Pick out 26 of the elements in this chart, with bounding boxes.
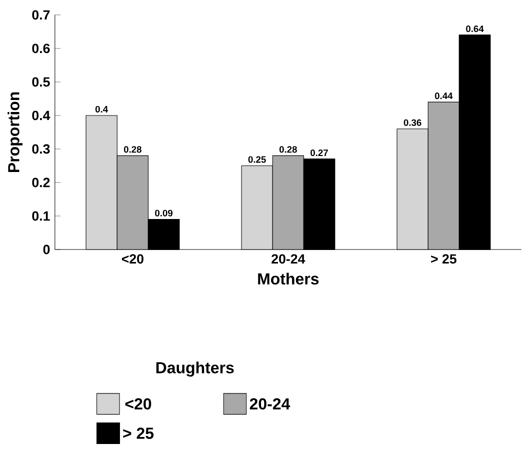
y-tick-label: 0.7: [32, 10, 50, 20]
data-label: 0.44: [434, 92, 453, 100]
data-label: 0.09: [155, 210, 172, 216]
y-tick-label: 0.6: [32, 44, 50, 54]
data-label: 0.64: [466, 26, 484, 32]
data-label: 0.28: [124, 146, 142, 153]
data-label: 0.36: [404, 119, 422, 126]
legend-label: > 25: [123, 428, 154, 439]
data-label: 0.27: [310, 150, 328, 156]
legend-label: 20-24: [250, 398, 290, 410]
data-label: 0.25: [248, 156, 266, 163]
legend-label: <20: [125, 398, 152, 410]
legend-title: Daughters: [156, 362, 234, 377]
x-tick-label: > 25: [431, 254, 456, 264]
x-axis-title: Mothers: [258, 272, 319, 285]
data-label: 0.4: [95, 106, 108, 113]
data-label: 0.28: [279, 146, 297, 153]
y-axis-title: Proportion: [8, 92, 23, 172]
x-tick-label: <20: [122, 254, 144, 264]
x-tick-label: 20-24: [272, 254, 306, 264]
y-tick-label: 0.2: [32, 178, 50, 188]
y-tick-label: 0.1: [32, 211, 50, 221]
y-tick-label: 0.4: [32, 110, 50, 120]
y-tick-label: 0: [43, 244, 50, 254]
y-tick-label: 0.5: [32, 77, 50, 87]
y-tick-label: 0.3: [32, 144, 50, 154]
